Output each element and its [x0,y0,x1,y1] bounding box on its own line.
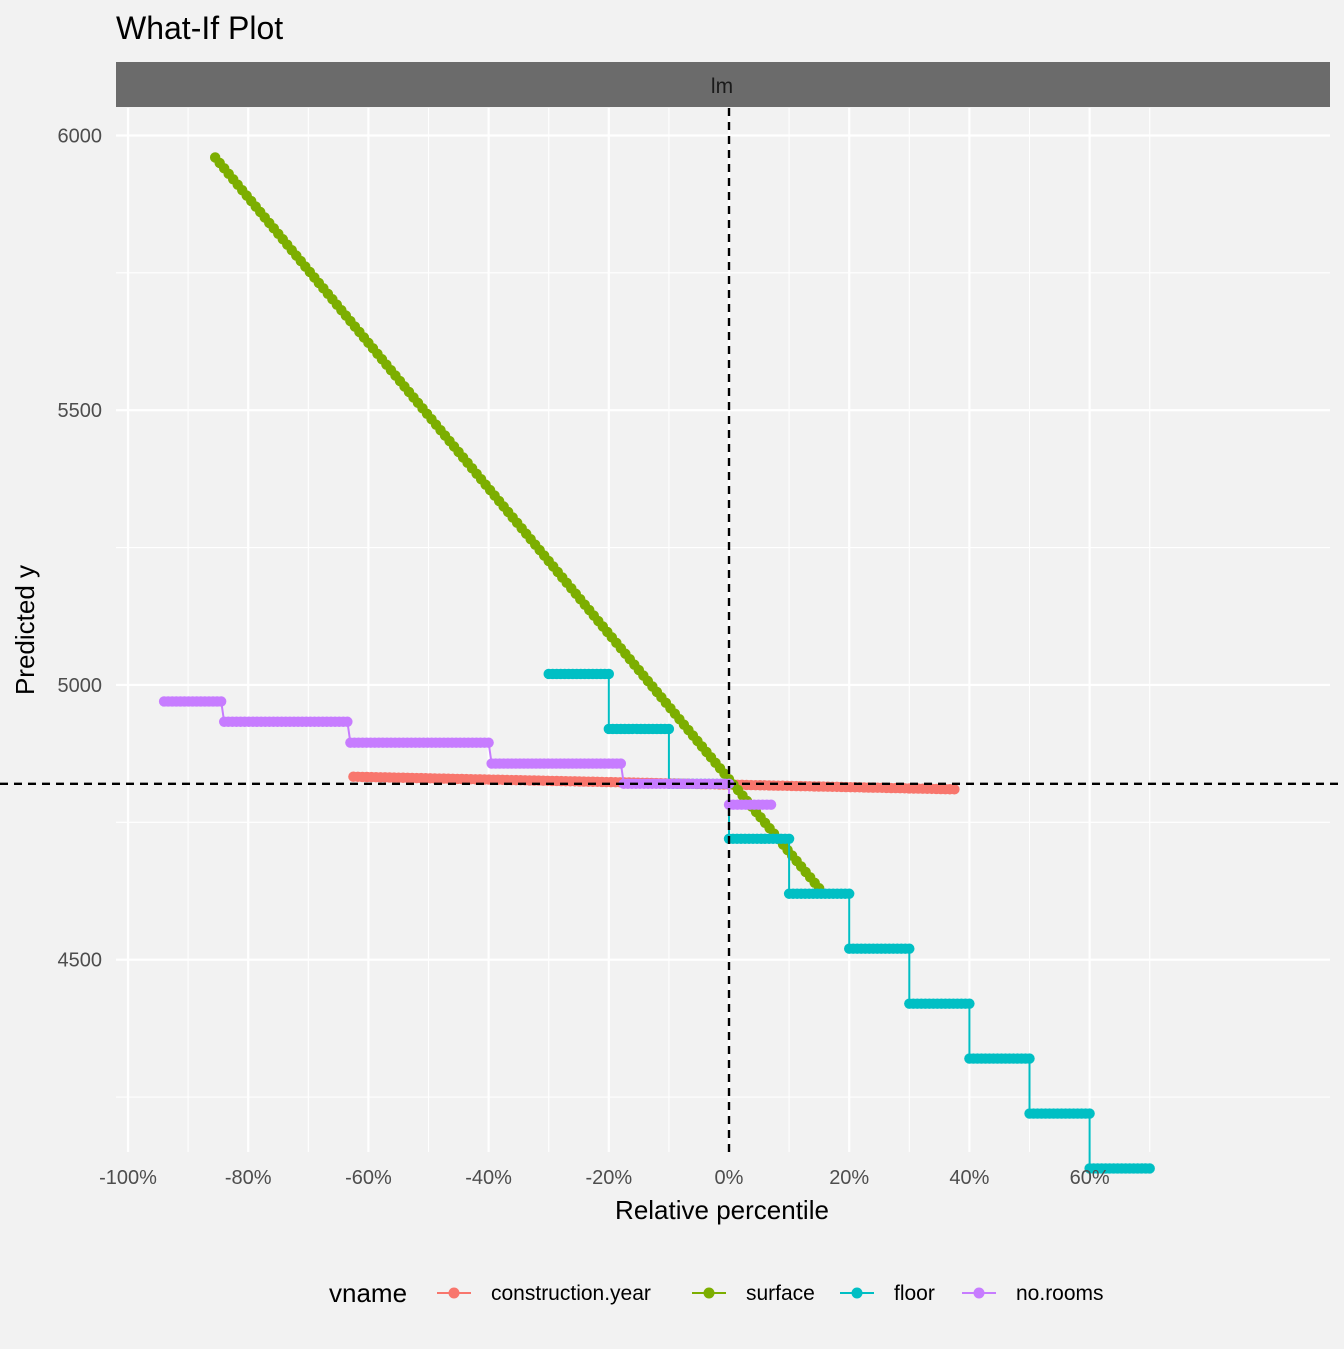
legend-title: vname [329,1278,407,1308]
legend-item-floor: floor [840,1282,935,1305]
x-tick-label: 40% [949,1167,989,1189]
legend-label: construction.year [491,1282,651,1305]
series-layer [158,152,1155,1174]
point-floor [964,998,975,1009]
y-tick-label: 5500 [58,400,103,422]
point-floor [904,943,915,954]
legend: vname construction.year surface floor no.ro… [329,1278,1104,1308]
legend-label: floor [894,1282,935,1305]
chart-title: What-If Plot [116,10,283,46]
point-floor [1024,1053,1035,1064]
y-axis-label: Predicted y [10,565,40,695]
legend-item-no-rooms: no.rooms [962,1282,1104,1305]
reference-lines [0,108,1344,1152]
point-floor [603,668,615,680]
point-floor [783,833,795,844]
legend-label: surface [746,1282,815,1305]
legend-key-point [851,1287,863,1299]
legend-key-point [703,1287,715,1299]
facet-strip [116,62,1330,107]
point-floor [844,888,855,899]
x-tick-label: -100% [99,1167,157,1189]
legend-key-point [973,1287,985,1299]
axis-ticks: -100% -80% -60% -40% -20% 0% 20% 40% 60% 4500 5000… [58,125,1110,1189]
point-floor [1084,1108,1095,1119]
point-construction-year [949,784,960,795]
point-floor [1144,1163,1155,1174]
x-tick-label: 0% [715,1167,744,1189]
x-tick-label: -80% [225,1167,272,1189]
x-tick-label: -40% [465,1167,512,1189]
point-no-rooms [483,737,494,748]
y-tick-label: 6000 [58,125,103,147]
y-tick-label: 4500 [58,950,103,972]
y-tick-label: 5000 [58,675,103,697]
point-no-rooms [215,696,227,707]
series-no-rooms [158,696,777,810]
point-no-rooms [342,716,353,727]
x-tick-label: 60% [1070,1167,1110,1189]
legend-label: no.rooms [1016,1282,1104,1305]
x-tick-label: -60% [345,1167,392,1189]
x-tick-label: 20% [829,1167,869,1189]
facet-strip-label: lm [711,75,733,98]
point-no-rooms [765,799,777,810]
point-no-rooms [615,758,627,769]
x-tick-label: -20% [585,1167,632,1189]
legend-item-construction-year: construction.year [437,1282,651,1305]
legend-key-point [448,1287,460,1299]
point-floor [663,723,675,735]
legend-item-surface: surface [692,1282,815,1305]
series-line-floor [548,672,1150,1170]
x-axis-label: Relative percentile [615,1195,829,1225]
